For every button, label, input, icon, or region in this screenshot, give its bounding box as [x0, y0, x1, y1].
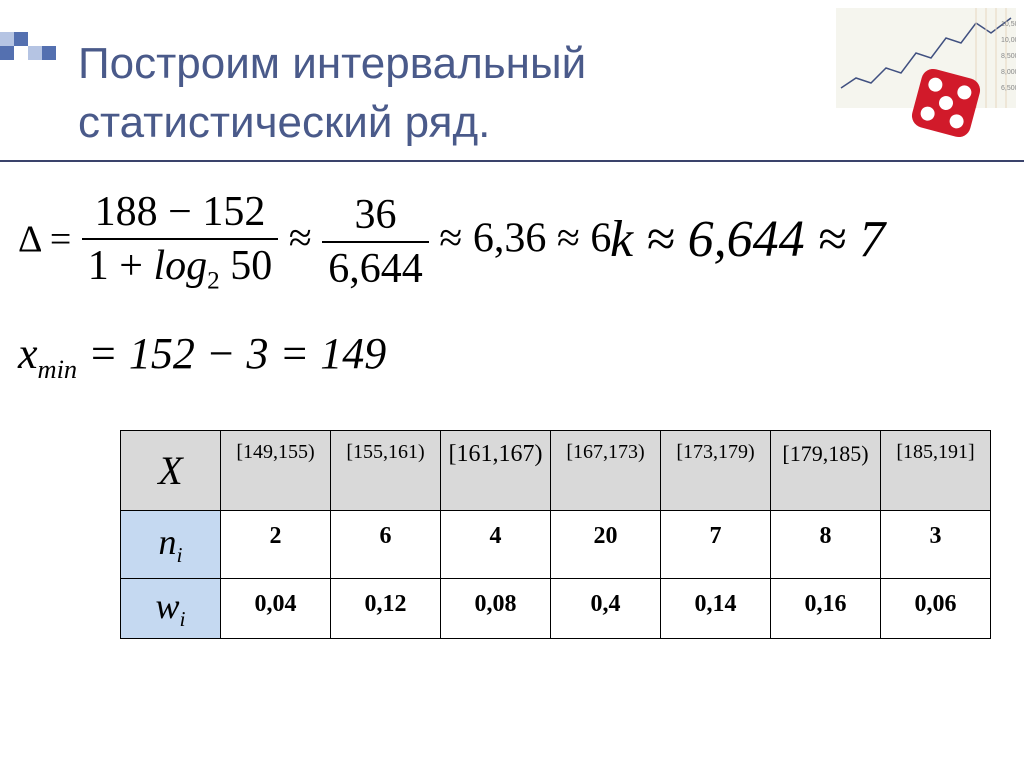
mid-denominator: 6,644 — [322, 243, 429, 295]
corner-decoration: 10,500 10,000 8,500 8,000 6,500 — [836, 8, 1016, 138]
w-5: 0,16 — [771, 579, 881, 639]
interval-4: [173,179) — [661, 431, 771, 511]
n-0: 2 — [221, 511, 331, 579]
title-line2: статистический ряд. — [78, 98, 490, 147]
mid-numerator: 36 — [322, 189, 429, 243]
n-2: 4 — [441, 511, 551, 579]
row-header-w: wi — [121, 579, 221, 639]
delta-r2: 6 — [590, 215, 611, 261]
w-3: 0,4 — [551, 579, 661, 639]
formula-k: k ≈ 6,644 ≈ 7 — [610, 210, 885, 269]
w-0: 0,04 — [221, 579, 331, 639]
n-4: 7 — [661, 511, 771, 579]
chart-num: 6,500 — [1001, 85, 1016, 92]
row-header-n: ni — [121, 511, 221, 579]
delta-r1: 6,36 — [473, 215, 547, 261]
w-2: 0,08 — [441, 579, 551, 639]
row-header-X: X — [121, 431, 221, 511]
interval-table: X [149,155) [155,161) [161,167) [167,173… — [120, 430, 991, 639]
n-6: 3 — [881, 511, 991, 579]
interval-3: [167,173) — [551, 431, 661, 511]
interval-5: [179,185) — [771, 431, 881, 511]
interval-1: [155,161) — [331, 431, 441, 511]
formula-delta: Δ = 188 − 152 1 + log2 50 ≈ 36 6,644 ≈ 6… — [18, 186, 611, 297]
n-3: 20 — [551, 511, 661, 579]
chart-num: 10,000 — [1001, 37, 1016, 44]
k-expression: k ≈ 6,644 ≈ 7 — [610, 211, 885, 268]
w-1: 0,12 — [331, 579, 441, 639]
slide-title: Построим интервальный статистический ряд… — [78, 34, 586, 153]
interval-6: [185,191] — [881, 431, 991, 511]
chart-num: 10,500 — [1001, 21, 1016, 28]
title-line1: Построим интервальный — [78, 39, 586, 88]
chart-num: 8,500 — [1001, 53, 1016, 60]
w-6: 0,06 — [881, 579, 991, 639]
n-5: 8 — [771, 511, 881, 579]
chart-num: 8,000 — [1001, 69, 1016, 76]
n-1: 6 — [331, 511, 441, 579]
delta-denominator: 1 + log2 50 — [82, 240, 278, 297]
formula-xmin: xmin = 152 − 3 = 149 — [18, 328, 386, 385]
interval-0: [149,155) — [221, 431, 331, 511]
delta-numerator: 188 − 152 — [82, 186, 278, 240]
title-underline — [0, 160, 1024, 162]
interval-2: [161,167) — [441, 431, 551, 511]
w-4: 0,14 — [661, 579, 771, 639]
header-squares — [0, 32, 70, 60]
